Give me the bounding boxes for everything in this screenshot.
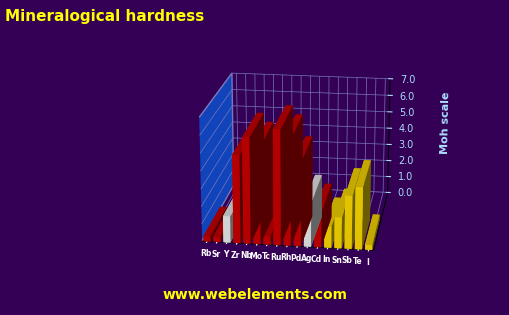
Text: Mineralogical hardness: Mineralogical hardness	[5, 9, 204, 25]
Text: www.webelements.com: www.webelements.com	[162, 289, 347, 302]
